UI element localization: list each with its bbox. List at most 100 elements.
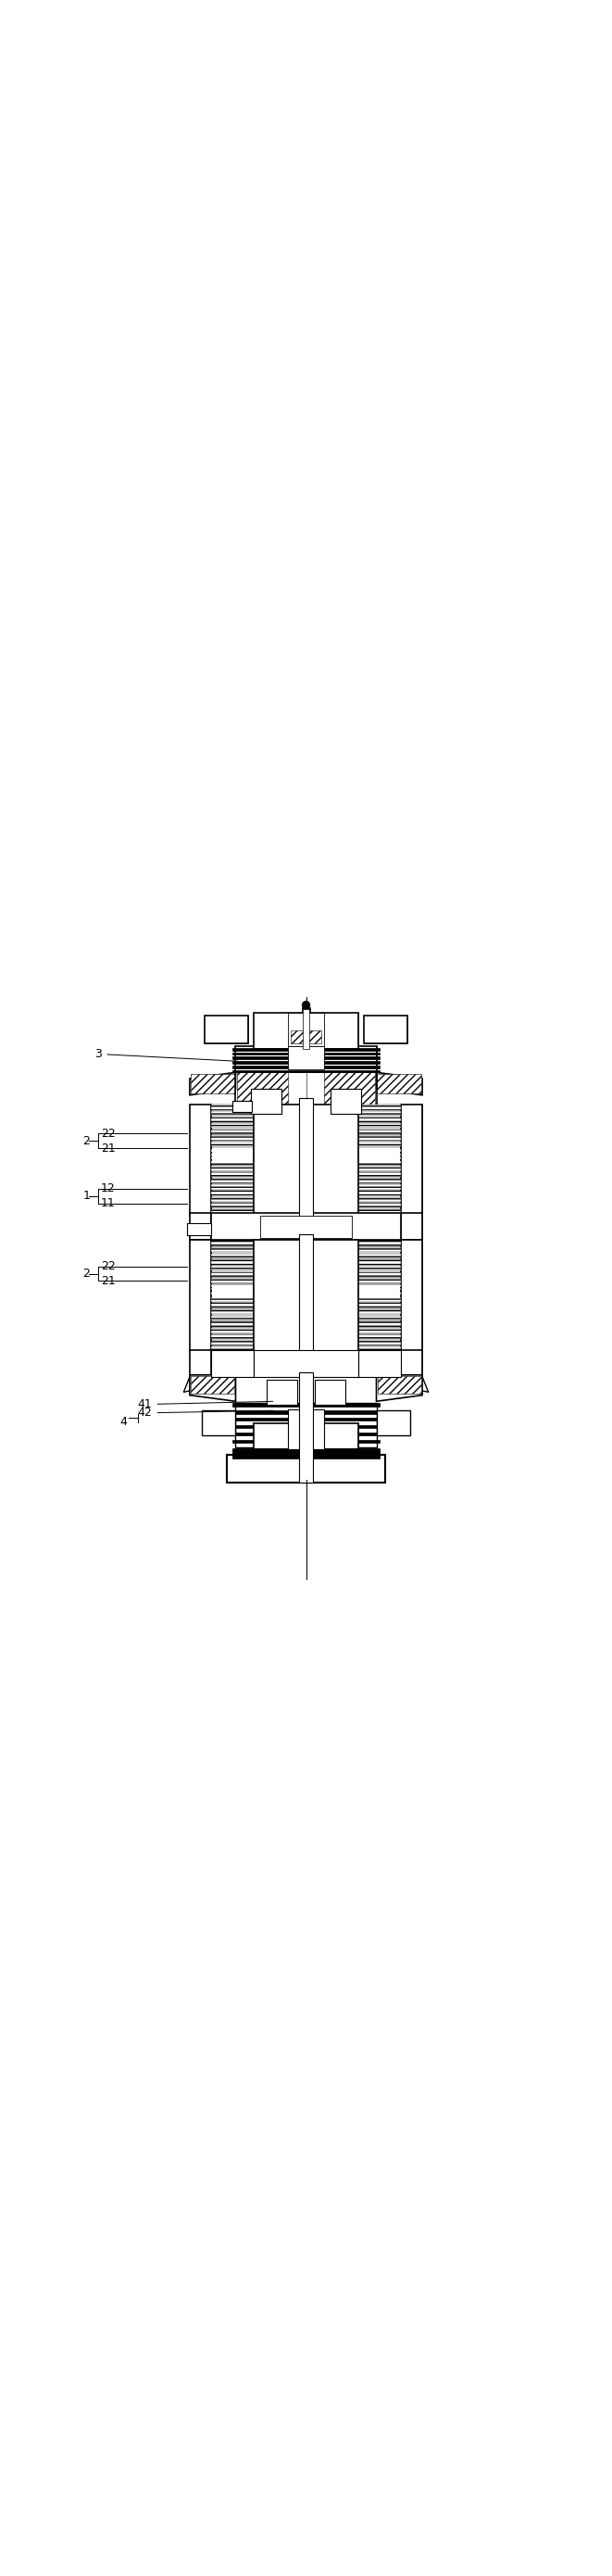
Bar	[358, 1296, 401, 1301]
Bar	[358, 1350, 401, 1376]
Bar	[358, 1347, 401, 1352]
Bar	[236, 1450, 376, 1458]
Bar	[254, 1012, 358, 1048]
Bar	[254, 1425, 358, 1450]
Text: 2: 2	[83, 1136, 90, 1146]
Bar	[358, 1316, 401, 1321]
Bar	[358, 1334, 401, 1340]
Bar	[254, 1012, 358, 1048]
Text: 2: 2	[83, 1267, 90, 1280]
Bar	[358, 1177, 401, 1182]
Bar	[330, 1090, 361, 1113]
Bar	[187, 1224, 211, 1236]
Bar	[401, 1105, 422, 1213]
Bar	[358, 1110, 401, 1115]
Bar	[260, 1216, 352, 1239]
Text: 21: 21	[101, 1141, 116, 1154]
Bar	[358, 1329, 401, 1332]
Text: 41: 41	[138, 1399, 273, 1412]
Bar	[358, 1185, 401, 1190]
Bar	[211, 1285, 254, 1291]
Bar	[377, 1074, 421, 1092]
Bar	[254, 1425, 358, 1450]
Bar	[233, 1412, 379, 1414]
Bar	[401, 1350, 422, 1376]
Bar	[211, 1159, 254, 1164]
Bar	[254, 1239, 358, 1352]
Bar	[211, 1303, 254, 1309]
Bar	[211, 1347, 254, 1352]
Bar	[304, 1002, 308, 1007]
Bar	[211, 1185, 254, 1190]
Bar	[359, 1285, 400, 1298]
Bar	[358, 1128, 401, 1133]
Bar	[358, 1154, 401, 1159]
Bar	[358, 1265, 401, 1270]
Text: 3: 3	[95, 1048, 238, 1061]
Bar	[288, 1012, 324, 1046]
Bar	[212, 1285, 253, 1298]
Bar	[378, 1376, 421, 1394]
Bar	[358, 1208, 401, 1213]
Bar	[233, 1432, 379, 1435]
Bar	[358, 1159, 401, 1164]
Bar	[358, 1273, 401, 1278]
Bar	[358, 1167, 401, 1172]
Bar	[233, 1440, 379, 1443]
Bar	[211, 1167, 254, 1172]
Bar	[211, 1255, 254, 1257]
Bar	[211, 1190, 254, 1195]
Bar	[233, 1425, 379, 1427]
Bar	[211, 1296, 254, 1301]
Bar	[254, 1350, 358, 1376]
Bar	[315, 1381, 346, 1404]
Bar	[358, 1321, 401, 1327]
Text: 22: 22	[101, 1260, 116, 1273]
Bar	[211, 1350, 254, 1376]
Text: 12: 12	[101, 1182, 116, 1195]
Bar	[212, 1149, 253, 1162]
Bar	[211, 1350, 254, 1376]
Bar	[226, 1455, 386, 1484]
Bar	[211, 1105, 254, 1110]
Bar	[190, 1239, 211, 1352]
Bar	[236, 1046, 376, 1072]
Bar	[211, 1265, 254, 1270]
Bar	[211, 1329, 254, 1332]
Bar	[288, 1046, 324, 1069]
Bar	[211, 1118, 254, 1123]
Bar	[190, 1350, 211, 1376]
Bar	[187, 1224, 211, 1236]
Bar	[291, 1030, 321, 1043]
Polygon shape	[386, 1376, 428, 1391]
Bar	[315, 1381, 346, 1404]
Bar	[211, 1172, 254, 1177]
Bar	[358, 1247, 401, 1252]
Bar	[358, 1141, 401, 1146]
Polygon shape	[190, 1072, 236, 1095]
Bar	[358, 1255, 401, 1257]
Bar	[211, 1136, 254, 1141]
Bar	[358, 1190, 401, 1195]
Bar	[364, 1015, 407, 1043]
Bar	[358, 1105, 401, 1110]
Bar	[236, 1404, 376, 1448]
Bar	[236, 1450, 376, 1458]
Bar	[190, 1213, 211, 1239]
Bar	[211, 1149, 254, 1151]
Bar	[190, 1350, 211, 1376]
Bar	[211, 1278, 254, 1283]
Bar	[211, 1128, 254, 1133]
Bar	[211, 1291, 254, 1296]
Bar	[202, 1412, 236, 1435]
Bar	[233, 1417, 379, 1422]
Bar	[358, 1149, 401, 1151]
Bar	[211, 1141, 254, 1146]
Bar	[358, 1350, 401, 1376]
Bar	[330, 1090, 361, 1113]
Bar	[211, 1340, 254, 1345]
Bar	[358, 1242, 401, 1247]
Text: 11: 11	[101, 1198, 116, 1211]
Bar	[211, 1316, 254, 1321]
Bar	[376, 1412, 410, 1435]
